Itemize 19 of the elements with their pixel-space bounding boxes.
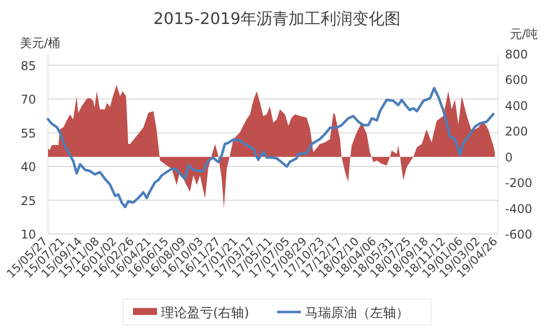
y-tick-label: 40 bbox=[20, 160, 36, 174]
y-tick-label: 85 bbox=[20, 58, 36, 73]
chart-title: 2015-2019年沥青加工利润变化图 bbox=[153, 9, 401, 28]
y2-tick-label: -400 bbox=[505, 202, 532, 216]
y2-tick-label: 800 bbox=[505, 48, 528, 62]
y2-tick-label: -200 bbox=[505, 176, 532, 190]
y2-tick-label: 200 bbox=[505, 124, 528, 139]
y-tick-label: 55 bbox=[20, 126, 36, 140]
legend-label: 马瑞原油（左轴） bbox=[305, 306, 409, 321]
y-tick-label: 10 bbox=[20, 228, 36, 242]
y-tick-label: 25 bbox=[20, 194, 36, 208]
y2-tick-label: 400 bbox=[505, 98, 528, 113]
y2-tick-label: 0 bbox=[505, 150, 513, 164]
y2-tick-label: -600 bbox=[505, 228, 532, 242]
legend-label: 理论盈亏(右轴) bbox=[161, 306, 250, 321]
y-tick-label: 70 bbox=[20, 92, 36, 106]
y2-axis-title: 元/吨 bbox=[510, 27, 538, 41]
y2-tick-label: 600 bbox=[505, 73, 528, 88]
y-axis-title: 美元/桶 bbox=[20, 36, 60, 50]
